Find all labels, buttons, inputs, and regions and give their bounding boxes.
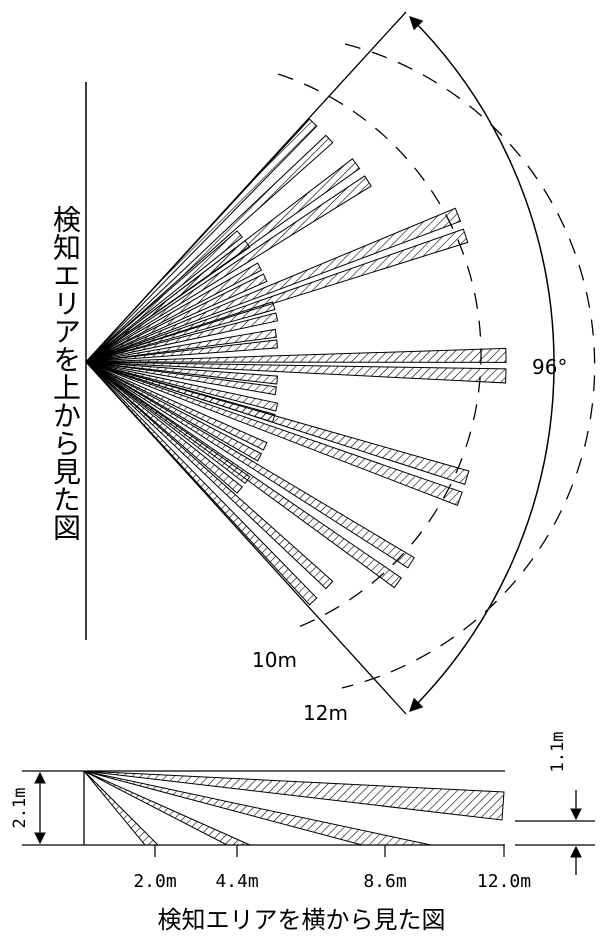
top-beam-1-1	[85, 118, 318, 363]
top-beam-8-2	[85, 239, 251, 363]
side-beam-8.6m	[83, 770, 432, 846]
top-beam-14-1	[85, 361, 268, 451]
range-arc-12m	[341, 43, 596, 689]
side-beam-2.0m	[83, 770, 160, 846]
top-beam-13-2	[85, 361, 276, 423]
distance-label-4.4m: 4.4m	[215, 871, 258, 892]
top-beam-3-2	[85, 228, 469, 363]
top-beam-10-2	[85, 312, 279, 363]
distance-label-12.0m: 12.0m	[477, 871, 531, 892]
angle-label: 96°	[532, 355, 567, 379]
angle-arc-96deg	[409, 16, 555, 712]
distance-label-10m: 10m	[252, 648, 297, 672]
distance-label-8.6m: 8.6m	[363, 871, 406, 892]
top-beam-7-2	[85, 361, 318, 606]
height-label: 2.1m	[10, 788, 30, 829]
distance-label-2.0m: 2.0m	[133, 871, 176, 892]
top-beam-12-1	[85, 361, 279, 385]
top-beam-2-2	[85, 175, 372, 363]
top-beam-3-1	[85, 207, 462, 363]
top-beam-4-2	[85, 361, 507, 384]
top-beam-14-2	[85, 361, 263, 462]
top-beam-12-2	[85, 361, 278, 396]
top-beam-15-1	[85, 361, 251, 485]
side-view-title: 検知エリアを横から見た図	[157, 906, 446, 934]
top-beam-1-2	[85, 134, 334, 363]
top-view	[85, 11, 596, 715]
top-beam-4-1	[85, 347, 507, 363]
top-beam-10-1	[85, 301, 276, 363]
top-beam-11-1	[85, 328, 278, 363]
top-beam-7-1	[85, 361, 334, 590]
top-beam-9-1	[85, 262, 263, 363]
top-view-title: 検知エリアを上から見た図	[49, 205, 82, 541]
detection-beams	[85, 118, 507, 606]
top-beam-8-1	[85, 230, 243, 363]
side-beam-12m	[83, 770, 505, 821]
offset-label: 1.1m	[548, 732, 568, 773]
top-beam-15-2	[85, 361, 243, 494]
side-beam-4.4m	[83, 770, 251, 846]
distance-label-12m: 12m	[303, 701, 348, 725]
top-beam-9-2	[85, 273, 268, 363]
top-beam-11-2	[85, 339, 279, 363]
top-beam-13-1	[85, 361, 279, 412]
side-view	[22, 770, 595, 875]
top-beam-5-2	[85, 361, 463, 506]
top-beam-6-1	[85, 361, 415, 569]
